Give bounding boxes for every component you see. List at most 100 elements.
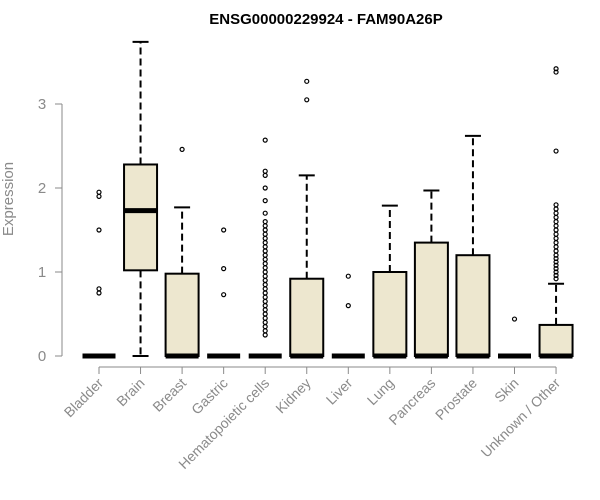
outlier-point (304, 97, 310, 103)
outlier-point (262, 328, 268, 334)
x-tick-label: Kidney (272, 375, 314, 417)
outlier-point (262, 315, 268, 321)
outlier-point (262, 227, 268, 233)
outlier-point (553, 148, 559, 154)
outlier-point (553, 276, 559, 282)
outlier-point (553, 69, 559, 75)
outlier-point (553, 231, 559, 237)
outlier-point (262, 240, 268, 246)
outlier-point (221, 227, 227, 233)
box-group (331, 273, 365, 359)
box-group (123, 40, 159, 357)
outlier-point (262, 168, 268, 174)
box (455, 254, 491, 357)
outlier-point (96, 290, 102, 296)
outlier-point (262, 252, 268, 258)
outlier-point (262, 219, 268, 225)
outlier-point (262, 223, 268, 229)
outlier-point (262, 332, 268, 338)
outlier-point (96, 227, 102, 233)
y-tick-label: 3 (38, 96, 46, 113)
y-axis: 0 1 2 3 (38, 96, 63, 365)
box-group (164, 146, 200, 359)
outlier-point (262, 319, 268, 325)
box (538, 323, 574, 358)
y-axis-title: Expression (0, 162, 17, 236)
outlier-point (553, 240, 559, 246)
outlier-point (553, 214, 559, 220)
outlier-point (345, 303, 351, 309)
outlier-point (553, 262, 559, 268)
x-tick-label: Prostate (432, 375, 480, 423)
outlier-point (96, 286, 102, 292)
outlier-point (262, 307, 268, 313)
outlier-point (96, 193, 102, 199)
x-tick-label: Skin (491, 375, 522, 406)
outlier-point (304, 78, 310, 84)
x-tick-label: Brain (113, 375, 147, 409)
outlier-point (262, 294, 268, 300)
outlier-point (262, 290, 268, 296)
outlier-point (262, 210, 268, 216)
x-tick-label: Lung (364, 375, 397, 408)
outlier-point (262, 244, 268, 250)
plot-area (82, 40, 574, 359)
y-tick-label: 2 (38, 180, 46, 197)
box (164, 272, 200, 357)
box-group (455, 134, 491, 359)
chart-title: ENSG00000229924 - FAM90A26P (209, 11, 442, 28)
outlier-point (262, 256, 268, 262)
y-tick-label: 0 (38, 348, 46, 365)
outlier-point (553, 227, 559, 233)
outlier-point (96, 189, 102, 195)
box (123, 163, 159, 272)
outlier-point (553, 210, 559, 216)
outlier-point (262, 269, 268, 275)
outlier-point (179, 146, 185, 152)
outlier-point (262, 137, 268, 143)
outlier-point (262, 231, 268, 237)
outlier-point (553, 235, 559, 241)
outlier-point (221, 292, 227, 298)
outlier-point (262, 303, 268, 309)
outlier-point (553, 272, 559, 278)
outlier-point (262, 265, 268, 271)
box (289, 277, 325, 357)
outlier-point (262, 198, 268, 204)
outlier-point (262, 286, 268, 292)
outlier-point (553, 219, 559, 225)
outlier-point (262, 235, 268, 241)
outlier-point (262, 282, 268, 288)
outlier-point (553, 244, 559, 250)
x-tick-label: Unknown / Other (478, 375, 564, 461)
outlier-point (262, 311, 268, 317)
x-tick-label: Breast (149, 375, 189, 415)
box-group (372, 204, 408, 359)
outlier-point (262, 261, 268, 267)
box-group (207, 227, 241, 359)
outlier-point (511, 316, 518, 322)
outlier-point (262, 172, 268, 178)
outlier-point (553, 202, 559, 208)
outlier-point (553, 206, 559, 212)
outlier-point (553, 248, 559, 254)
outlier-point (553, 259, 559, 265)
x-tick-label: Bladder (61, 375, 107, 421)
box-group (498, 316, 531, 359)
y-tick-label: 1 (38, 264, 46, 281)
box-group (82, 189, 116, 359)
outlier-point (553, 266, 559, 272)
outlier-point (553, 66, 559, 72)
box (413, 241, 449, 358)
outlier-point (221, 266, 227, 272)
x-tick-label: Liver (323, 375, 356, 408)
outlier-point (553, 223, 559, 229)
outlier-point (262, 248, 268, 254)
outlier-point (262, 185, 268, 191)
outlier-point (553, 255, 559, 262)
box-group (538, 66, 574, 359)
outlier-point (553, 252, 559, 258)
box (372, 271, 408, 357)
